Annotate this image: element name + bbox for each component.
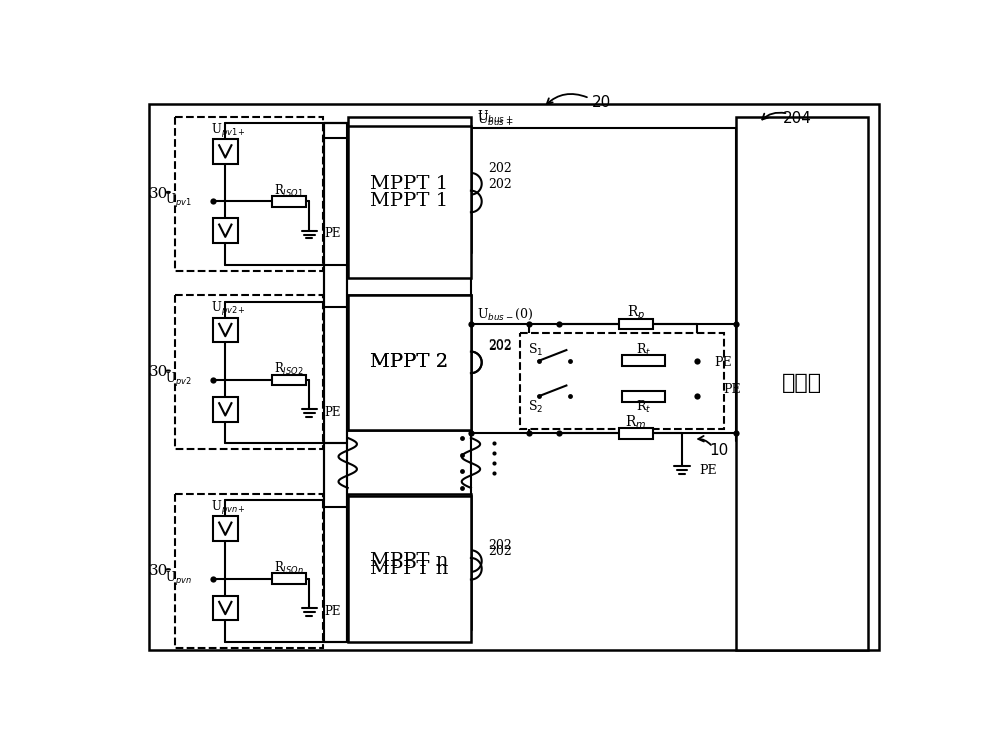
Bar (622, 391, 665, 401)
Bar (213, 318, 238, 342)
Text: PE: PE (325, 605, 341, 617)
Text: 202: 202 (488, 341, 512, 353)
Text: S$_1$: S$_1$ (528, 342, 543, 358)
Text: U$_{pv2+}$: U$_{pv2+}$ (211, 301, 246, 318)
Bar (348, 295, 471, 430)
Text: 202: 202 (488, 539, 512, 552)
Bar (213, 139, 238, 164)
Text: MPPT 2: MPPT 2 (370, 353, 448, 372)
Text: R$_p$: R$_p$ (627, 303, 645, 323)
Text: 202: 202 (488, 162, 512, 175)
Bar (175, 295, 323, 450)
Text: 202: 202 (488, 545, 512, 558)
Text: MPPT 1: MPPT 1 (370, 175, 448, 193)
Bar (272, 375, 306, 386)
Text: MPPT n: MPPT n (370, 552, 449, 570)
Text: 10: 10 (709, 443, 728, 458)
Bar (348, 126, 471, 278)
Text: MPPT 2: MPPT 2 (370, 353, 448, 372)
Bar (520, 333, 724, 430)
Text: 202: 202 (488, 339, 512, 352)
Bar (348, 116, 471, 252)
Text: 30: 30 (149, 187, 168, 201)
Bar (736, 116, 868, 649)
Text: U$_{pv1}$: U$_{pv1}$ (165, 192, 191, 211)
Bar (213, 596, 238, 620)
Bar (272, 196, 306, 207)
Text: PE: PE (714, 356, 732, 369)
Text: R$_m$: R$_m$ (625, 414, 646, 431)
Text: 逆变桥: 逆变桥 (782, 373, 822, 393)
Text: R$_t$: R$_t$ (636, 399, 651, 415)
Text: U$_{pv2}$: U$_{pv2}$ (165, 371, 191, 389)
Text: 30: 30 (149, 564, 168, 578)
Bar (213, 397, 238, 421)
Text: 30: 30 (149, 365, 168, 379)
Text: PE: PE (723, 383, 741, 395)
Bar (272, 574, 306, 584)
Text: U$_{pvn+}$: U$_{pvn+}$ (211, 499, 246, 517)
Text: 202: 202 (488, 178, 512, 191)
Bar (213, 218, 238, 243)
Text: PE: PE (699, 464, 716, 476)
Text: U$_{pv1+}$: U$_{pv1+}$ (211, 122, 246, 139)
Text: PE: PE (325, 406, 341, 419)
Bar (622, 355, 665, 367)
Bar (175, 116, 323, 271)
Text: 20: 20 (591, 96, 611, 111)
Text: R$_{ISOn}$: R$_{ISOn}$ (274, 560, 304, 576)
Bar (348, 295, 471, 430)
Text: PE: PE (325, 227, 341, 240)
Text: MPPT 1: MPPT 1 (370, 192, 448, 211)
Text: R$_t$: R$_t$ (636, 342, 651, 358)
Text: S$_2$: S$_2$ (528, 399, 543, 415)
Text: U$_{bus+}$: U$_{bus+}$ (477, 109, 513, 125)
Bar (348, 494, 471, 628)
Bar (175, 494, 323, 648)
Text: U$_{bus-}$(0): U$_{bus-}$(0) (477, 307, 533, 322)
Bar (348, 496, 471, 642)
Text: U$_{bus+}$: U$_{bus+}$ (477, 112, 513, 128)
Text: R$_{ISO2}$: R$_{ISO2}$ (274, 361, 304, 378)
Text: 204: 204 (783, 111, 812, 126)
Bar (213, 516, 238, 541)
Text: U$_{pvn}$: U$_{pvn}$ (165, 570, 191, 588)
Text: MPPT n: MPPT n (370, 559, 449, 578)
Bar (619, 318, 653, 329)
Bar (619, 428, 653, 439)
Text: R$_{ISO1}$: R$_{ISO1}$ (274, 183, 304, 199)
